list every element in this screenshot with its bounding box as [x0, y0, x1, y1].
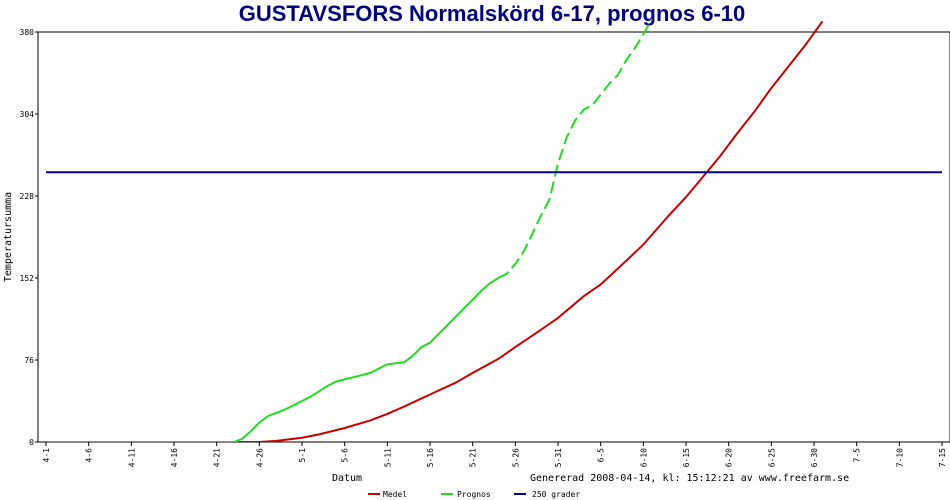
x-tick-label: 5-21: [469, 448, 478, 467]
x-tick-label: 4-1: [42, 448, 51, 463]
x-tick-label: 6-25: [767, 448, 776, 467]
series-medel-line: [46, 20, 824, 442]
y-tick-label: 0: [29, 438, 34, 447]
y-axis-label: Temperatursumma: [3, 192, 14, 282]
x-tick-label: 4-6: [85, 448, 94, 463]
x-axis-ticks: 4-1 4-6 4-11 4-16 4-21 4-26 5-1 5-6 5-11 5-16 5-21…: [42, 442, 947, 467]
series-lines: [46, 18, 942, 442]
x-tick-label: 5-26: [511, 448, 520, 467]
y-tick-label: 76: [24, 356, 34, 365]
legend: Medel Prognos 250 grader: [368, 490, 580, 499]
legend-label-medel: Medel: [383, 490, 407, 499]
y-tick-label: 152: [20, 274, 35, 283]
y-axis-ticks: 0 76 152 228 304 380: [20, 28, 38, 447]
plot-area: 0 76 152 228 304 380 4-1 4-6 4-11 4-16 4-21 4-26 5-…: [20, 18, 950, 467]
plot-frame: [37, 31, 950, 443]
legend-item-threshold: 250 grader: [514, 490, 580, 499]
x-tick-label: 4-11: [127, 448, 136, 467]
x-tick-label: 7-5: [853, 448, 862, 463]
legend-item-prognos: Prognos: [441, 490, 491, 499]
series-prognos-line-solid: [46, 277, 499, 442]
x-tick-label: 6-10: [639, 448, 648, 467]
y-tick-label: 304: [20, 110, 35, 119]
legend-item-medel: Medel: [368, 490, 407, 499]
x-tick-label: 6-30: [810, 448, 819, 467]
x-tick-label: 6-15: [682, 448, 691, 467]
x-tick-label: 4-16: [170, 448, 179, 467]
x-axis-label: Datum: [332, 473, 362, 484]
series-prognos-line-dashed: [497, 18, 653, 279]
x-tick-label: 5-1: [298, 448, 307, 463]
legend-label-threshold: 250 grader: [532, 490, 580, 499]
generated-note: Genererad 2008-04-14, kl: 15:12:21 av ww…: [530, 473, 849, 484]
y-tick-label: 228: [20, 192, 35, 201]
legend-label-prognos: Prognos: [457, 490, 491, 499]
x-tick-label: 5-11: [383, 448, 392, 467]
x-tick-label: 5-31: [554, 448, 563, 467]
x-tick-label: 6-5: [597, 448, 606, 463]
x-tick-label: 4-21: [213, 448, 222, 467]
x-tick-label: 4-26: [255, 448, 264, 467]
chart-title: GUSTAVSFORS Normalskörd 6-17, prognos 6-…: [239, 1, 746, 26]
x-tick-label: 5-16: [426, 448, 435, 467]
x-tick-label: 7-15: [938, 448, 947, 467]
y-tick-label: 380: [20, 28, 35, 37]
x-tick-label: 6-20: [725, 448, 734, 467]
x-tick-label: 7-10: [895, 448, 904, 467]
x-tick-label: 5-6: [341, 448, 350, 463]
